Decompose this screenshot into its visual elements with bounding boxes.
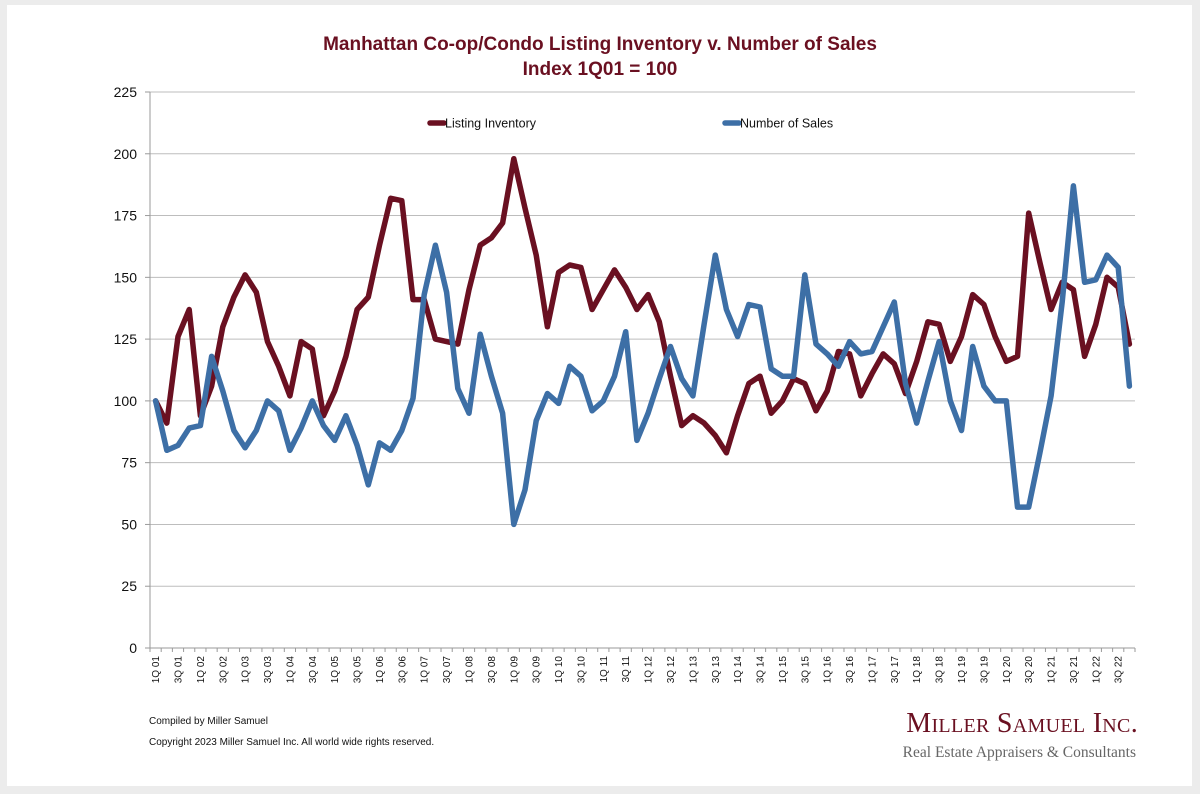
x-tick-label: 1Q 12 [644, 656, 655, 684]
y-tick-label: 225 [114, 84, 138, 100]
x-tick-label: 3Q 15 [800, 656, 811, 684]
x-tick-label: 3Q 09 [532, 656, 543, 684]
x-tick-label: 1Q 18 [912, 656, 923, 684]
copyright-note: Copyright 2023 Miller Samuel Inc. All wo… [149, 737, 435, 748]
x-tick-label: 1Q 06 [375, 656, 386, 684]
x-tick-label: 3Q 04 [308, 656, 319, 684]
x-tick-label: 3Q 11 [621, 656, 632, 683]
x-tick-label: 3Q 22 [1114, 656, 1125, 684]
x-tick-label: 3Q 12 [666, 656, 677, 684]
x-tick-label: 3Q 08 [487, 656, 498, 684]
x-tick-label: 1Q 22 [1091, 656, 1102, 684]
y-tick-label: 50 [121, 516, 137, 532]
axes: 0 25 50 75 100 125 150 175 200 225 1Q 01 3Q 01 1Q 02… [114, 84, 1136, 684]
x-tick-label: 1Q 21 [1047, 656, 1058, 684]
legend-label: Listing Inventory [445, 117, 537, 131]
gridlines [150, 91, 1135, 587]
series-line-number-of-sales [152, 183, 1133, 528]
y-tick-label: 75 [121, 455, 137, 471]
y-tick-label: 125 [114, 331, 138, 347]
y-tick-label: 25 [121, 578, 137, 594]
company-logo: Miller Samuel Inc. [906, 708, 1138, 739]
chart-title: Manhattan Co-op/Condo Listing Inventory … [323, 34, 877, 55]
x-tick-label: 3Q 05 [353, 656, 364, 684]
x-tick-label: 3Q 02 [218, 656, 229, 684]
x-tick-label: 1Q 14 [733, 656, 744, 684]
legend-label: Number of Sales [740, 117, 833, 131]
x-tick-label: 1Q 07 [420, 656, 431, 684]
y-tick-label: 0 [129, 640, 137, 656]
x-tick-label: 1Q 04 [285, 656, 296, 684]
x-tick-label: 3Q 14 [756, 656, 767, 684]
y-tick-label: 100 [114, 393, 138, 409]
x-tick-label: 3Q 21 [1069, 656, 1080, 684]
x-tick-label: 3Q 06 [397, 656, 408, 684]
x-tick-label: 1Q 09 [509, 656, 520, 684]
x-tick-label: 3Q 01 [173, 656, 184, 684]
compiled-note: Compiled by Miller Samuel [149, 716, 268, 727]
x-tick-label: 1Q 05 [330, 656, 341, 684]
x-tick-label: 3Q 13 [711, 656, 722, 684]
x-tick-label: 3Q 17 [890, 656, 901, 684]
x-tick-label: 1Q 13 [688, 656, 699, 684]
x-tick-label: 1Q 08 [465, 656, 476, 684]
x-tick-label: 1Q 11 [599, 656, 610, 683]
x-tick-label: 1Q 15 [778, 656, 789, 684]
x-tick-label: 3Q 20 [1024, 656, 1035, 684]
x-tick-label: 3Q 19 [979, 656, 990, 684]
x-tick-label: 1Q 01 [151, 656, 162, 684]
y-tick-label: 175 [114, 208, 138, 224]
x-tick-label: 1Q 16 [823, 656, 834, 684]
x-tick-label: 3Q 16 [845, 656, 856, 684]
series-lines [152, 155, 1133, 528]
x-tick-label: 3Q 07 [442, 656, 453, 684]
y-tick-label: 150 [114, 269, 138, 285]
company-tagline: Real Estate Appraisers & Consultants [902, 744, 1136, 761]
x-tick-label: 1Q 19 [957, 656, 968, 684]
y-tick-label: 200 [114, 146, 138, 162]
x-tick-label: 3Q 10 [576, 656, 587, 684]
x-tick-label: 1Q 03 [241, 656, 252, 684]
x-tick-label: 1Q 10 [554, 656, 565, 684]
chart-subtitle: Index 1Q01 = 100 [522, 59, 678, 80]
legend: Listing Inventory Number of Sales [427, 117, 833, 131]
x-tick-label: 3Q 03 [263, 656, 274, 684]
x-tick-label: 3Q 18 [935, 656, 946, 684]
x-tick-label: 1Q 02 [196, 656, 207, 684]
series-line-listing-inventory [152, 155, 1133, 456]
x-tick-label: 1Q 20 [1002, 656, 1013, 684]
x-tick-label: 1Q 17 [867, 656, 878, 684]
